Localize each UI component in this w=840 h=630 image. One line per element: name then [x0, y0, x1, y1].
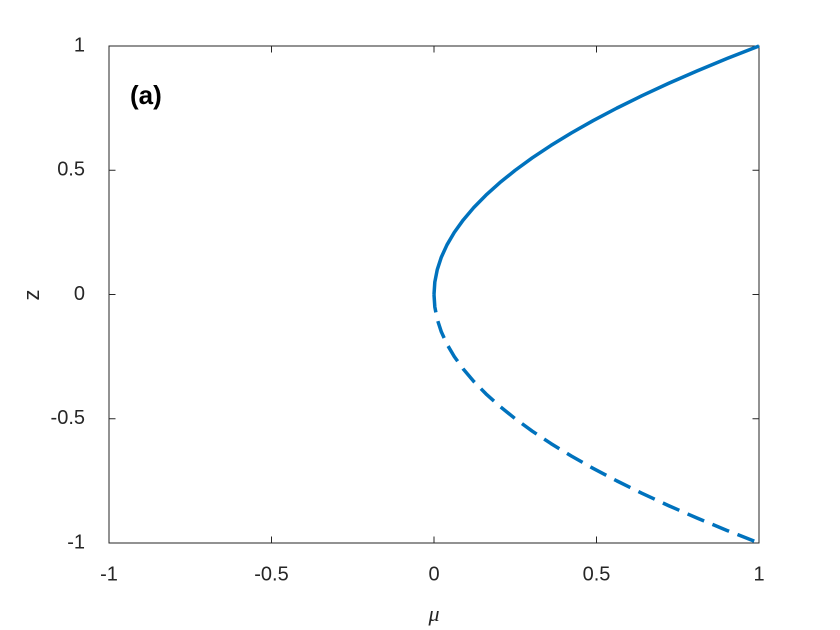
y-tick-label: -0.5: [51, 407, 85, 429]
x-tick-label: 0.5: [583, 563, 611, 585]
x-tick-label: 1: [753, 563, 764, 585]
y-axis-label: z: [19, 290, 44, 301]
curve: [432, 44, 760, 295]
x-tick-label: 0: [428, 563, 439, 585]
curve: [432, 294, 760, 545]
y-tick-label: 1: [74, 34, 85, 56]
y-tick-label: -1: [67, 531, 85, 553]
x-tick-label: -0.5: [254, 563, 288, 585]
y-tick-label: 0: [74, 283, 85, 305]
panel-label: (a): [130, 80, 162, 110]
y-tick-label: 0.5: [57, 159, 85, 181]
x-axis-label: μ: [427, 601, 439, 626]
x-tick-label: -1: [100, 563, 118, 585]
